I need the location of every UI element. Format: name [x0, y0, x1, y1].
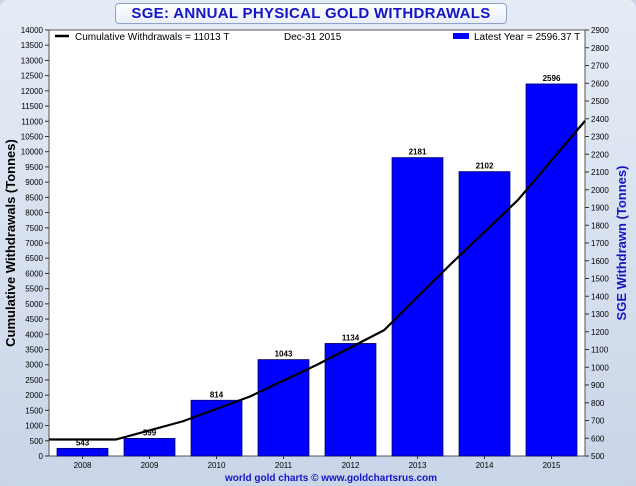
footer-text: world gold charts © www.goldchartsrus.co…	[224, 473, 437, 484]
bar-value-label: 599	[143, 428, 157, 437]
left-tick-label: 1000	[25, 422, 43, 431]
right-tick-label: 2700	[591, 62, 609, 71]
bar-value-label: 2181	[409, 148, 427, 157]
bar	[391, 157, 444, 457]
right-tick-label: 500	[591, 452, 605, 461]
right-tick-label: 1600	[591, 257, 609, 266]
x-tick-label: 2010	[208, 461, 226, 470]
right-tick-label: 1900	[591, 204, 609, 213]
right-tick-label: 600	[591, 434, 605, 443]
right-tick-label: 1700	[591, 239, 609, 248]
left-tick-label: 11000	[21, 117, 43, 126]
right-tick-label: 2400	[591, 115, 609, 124]
right-tick-label: 1200	[591, 328, 609, 337]
bar-value-label: 814	[210, 390, 224, 399]
bar	[525, 83, 578, 457]
right-tick-label: 2200	[591, 150, 609, 159]
x-tick-label: 2014	[476, 461, 494, 470]
right-tick-label: 700	[591, 417, 605, 426]
left-tick-label: 14000	[21, 26, 44, 35]
right-tick-label: 2900	[591, 26, 609, 35]
left-tick-label: 2500	[25, 376, 43, 385]
left-tick-label: 12000	[21, 87, 44, 96]
chart-title: SGE: ANNUAL PHYSICAL GOLD WITHDRAWALS	[131, 5, 491, 22]
legend-bar-swatch	[453, 33, 469, 39]
right-axis-label: SGE Withdrawn (Tonnes)	[614, 166, 629, 321]
x-tick-label: 2015	[543, 461, 561, 470]
left-tick-label: 5000	[25, 300, 43, 309]
left-tick-label: 9000	[25, 178, 43, 187]
left-tick-label: 2000	[25, 391, 43, 400]
right-tick-label: 1800	[591, 221, 609, 230]
x-tick-label: 2009	[141, 461, 159, 470]
right-tick-label: 1100	[591, 346, 609, 355]
title-box: SGE: ANNUAL PHYSICAL GOLD WITHDRAWALS	[115, 3, 507, 24]
left-tick-label: 1500	[25, 406, 43, 415]
bar-value-label: 2596	[543, 74, 561, 83]
bar	[458, 171, 511, 457]
left-tick-label: 0	[39, 452, 44, 461]
left-tick-label: 4500	[25, 315, 43, 324]
left-tick-label: 13000	[21, 56, 44, 65]
left-tick-label: 12500	[21, 72, 44, 81]
legend-line-text: Cumulative Withdrawals = 11013 T	[75, 32, 229, 43]
left-tick-label: 500	[30, 437, 44, 446]
left-tick-label: 8000	[25, 209, 43, 218]
left-axis-label: Cumulative Withdrawals (Tonnes)	[3, 139, 18, 347]
left-tick-label: 13500	[21, 41, 44, 50]
left-tick-label: 8500	[25, 193, 43, 202]
right-tick-label: 1400	[591, 292, 609, 301]
bar-value-label: 1134	[342, 333, 360, 342]
x-tick-label: 2011	[275, 461, 293, 470]
left-tick-label: 11500	[21, 102, 43, 111]
left-tick-label: 6000	[25, 269, 43, 278]
bar	[257, 359, 310, 457]
right-tick-label: 1500	[591, 275, 609, 284]
right-tick-label: 2500	[591, 97, 609, 106]
right-tick-label: 1300	[591, 310, 609, 319]
bar	[324, 343, 377, 457]
legend-bar-text: Latest Year = 2596.37 T	[474, 32, 580, 43]
x-tick-label: 2008	[74, 461, 92, 470]
left-tick-label: 6500	[25, 254, 43, 263]
legend-date-text: Dec-31 2015	[284, 32, 342, 43]
right-tick-label: 800	[591, 399, 605, 408]
left-tick-label: 3500	[25, 346, 43, 355]
right-tick-label: 2000	[591, 186, 609, 195]
right-tick-label: 2600	[591, 79, 609, 88]
right-tick-label: 2300	[591, 133, 609, 142]
cumulative-line	[49, 120, 586, 441]
x-tick-label: 2012	[342, 461, 360, 470]
bar-value-label: 1043	[275, 350, 293, 359]
left-tick-label: 10000	[21, 148, 44, 157]
left-tick-label: 10500	[21, 133, 44, 142]
bar	[123, 438, 176, 457]
bar	[56, 447, 109, 457]
left-tick-label: 7000	[25, 239, 43, 248]
right-tick-label: 2100	[591, 168, 609, 177]
left-tick-label: 9500	[25, 163, 43, 172]
left-tick-label: 3000	[25, 361, 43, 370]
right-tick-label: 1000	[591, 363, 609, 372]
bar-value-label: 543	[76, 438, 90, 447]
left-tick-label: 4000	[25, 330, 43, 339]
right-tick-label: 900	[591, 381, 605, 390]
bar-value-label: 2102	[476, 162, 494, 171]
x-tick-label: 2013	[409, 461, 427, 470]
left-tick-label: 7500	[25, 224, 43, 233]
left-tick-label: 5500	[25, 285, 43, 294]
right-tick-label: 2800	[591, 44, 609, 53]
